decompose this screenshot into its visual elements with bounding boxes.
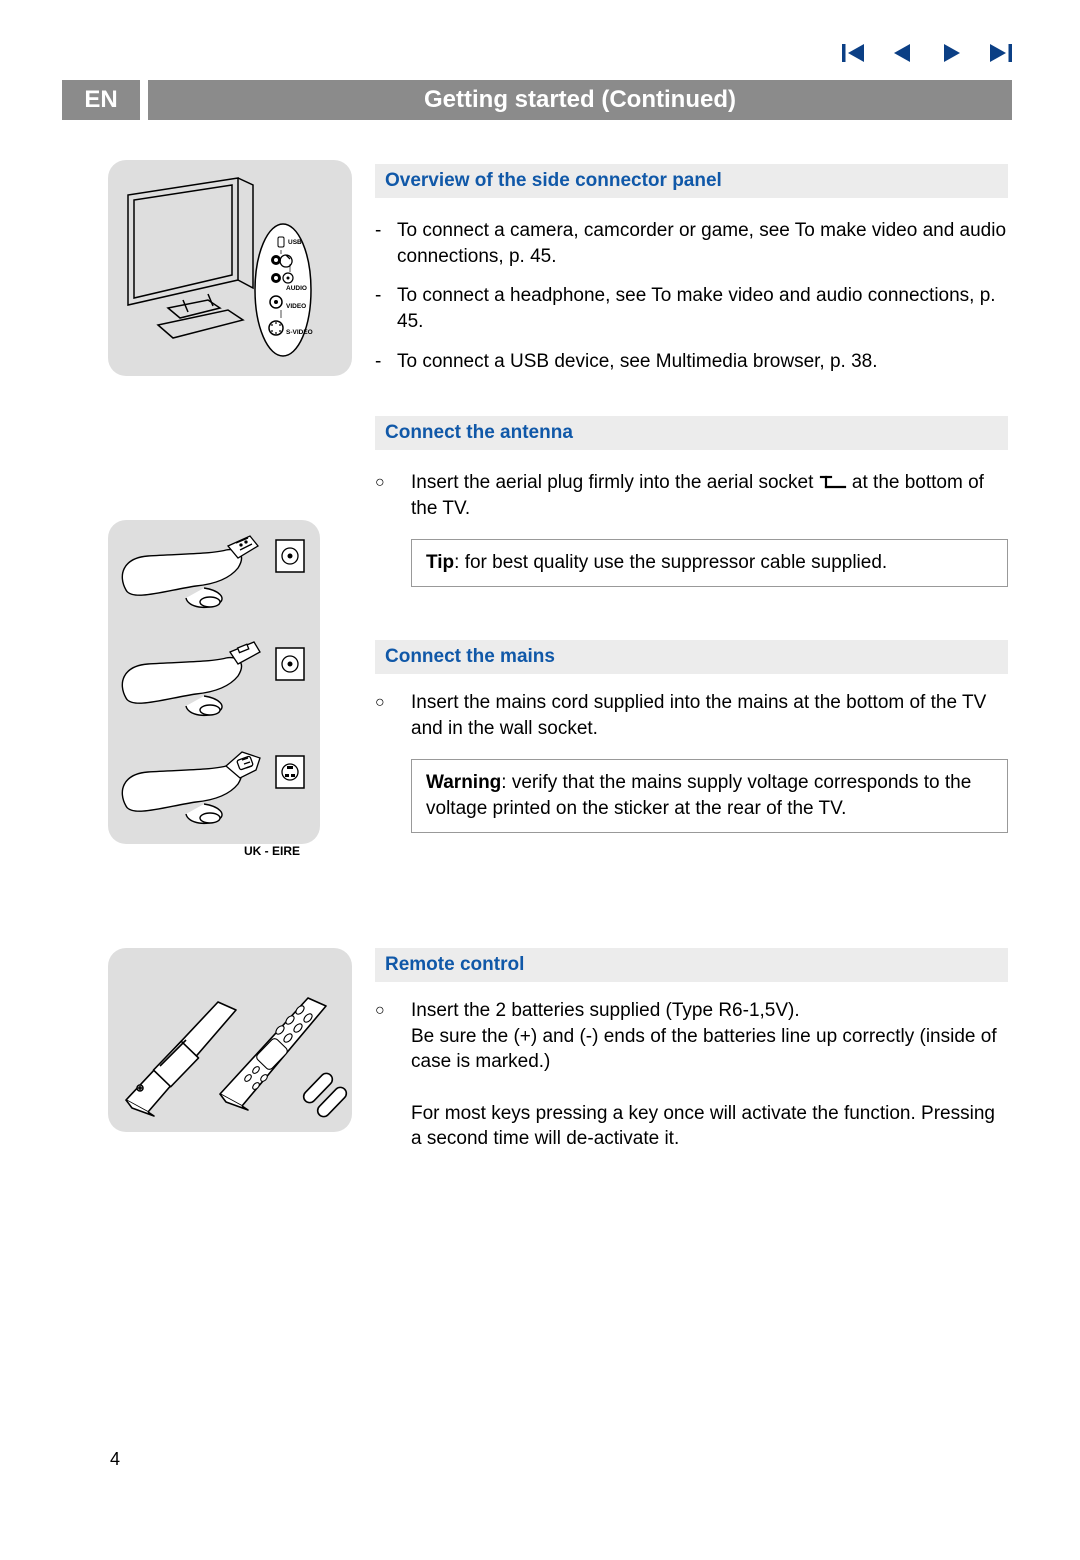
tip-label: Tip [426,552,454,573]
next-icon[interactable] [940,42,962,64]
page-title: Getting started (Continued) [148,80,1012,120]
language-badge: EN [62,80,140,120]
bullet-dash: - [375,218,397,269]
nav-controls [842,42,1012,64]
conn-video-label: VIDEO [286,303,306,310]
illustration-cables [108,520,320,844]
uk-eire-label: UK - EIRE [244,844,300,858]
antenna-body: Insert the aerial plug firmly into the a… [411,470,1008,521]
antenna-text-pre: Insert the aerial plug firmly into the a… [411,472,819,493]
section-antenna: Connect the antenna ○ Insert the aerial … [375,416,1008,587]
mains-body: Insert the mains cord supplied into the … [411,690,1008,741]
bullet-circle: ○ [375,998,411,1152]
remote-body-1: Insert the 2 batteries supplied (Type R6… [411,1000,997,1072]
overview-item-2: To connect a headphone, see To make vide… [397,283,1008,334]
title-bar: EN Getting started (Continued) [62,80,1012,120]
bullet-dash: - [375,283,397,334]
heading-remote: Remote control [375,948,1008,982]
warning-box: Warning: verify that the mains supply vo… [411,759,1008,832]
heading-antenna: Connect the antenna [375,416,1008,450]
illustration-remote [108,948,352,1132]
skip-back-icon[interactable] [842,42,866,64]
conn-usb-label: USB [288,239,302,246]
conn-audio-label: AUDIO [286,285,307,292]
section-mains: Connect the mains ○ Insert the mains cor… [375,640,1008,833]
illustration-side-panel: USB AUDIO VIDEO S-VIDEO [108,160,352,376]
tip-text: : for best quality use the suppressor ca… [454,552,887,573]
warning-text: : verify that the mains supply voltage c… [426,772,971,819]
remote-body: Insert the 2 batteries supplied (Type R6… [411,998,1008,1152]
overview-item-3: To connect a USB device, see Multimedia … [397,349,1008,375]
overview-item-1: To connect a camera, camcorder or game, … [397,218,1008,269]
prev-icon[interactable] [892,42,914,64]
warning-label: Warning [426,772,501,793]
conn-svideo-label: S-VIDEO [286,329,313,336]
page-number: 4 [110,1449,120,1470]
heading-overview: Overview of the side connector panel [375,164,1008,198]
section-overview: Overview of the side connector panel - T… [375,164,1008,374]
section-remote: Remote control ○ Insert the 2 batteries … [375,948,1008,1152]
tip-box: Tip: for best quality use the suppressor… [411,539,1008,587]
bullet-circle: ○ [375,690,411,741]
bullet-dash: - [375,349,397,375]
antenna-socket-icon [819,474,847,490]
bullet-circle: ○ [375,470,411,521]
skip-forward-icon[interactable] [988,42,1012,64]
remote-body-2: For most keys pressing a key once will a… [411,1103,995,1150]
heading-mains: Connect the mains [375,640,1008,674]
